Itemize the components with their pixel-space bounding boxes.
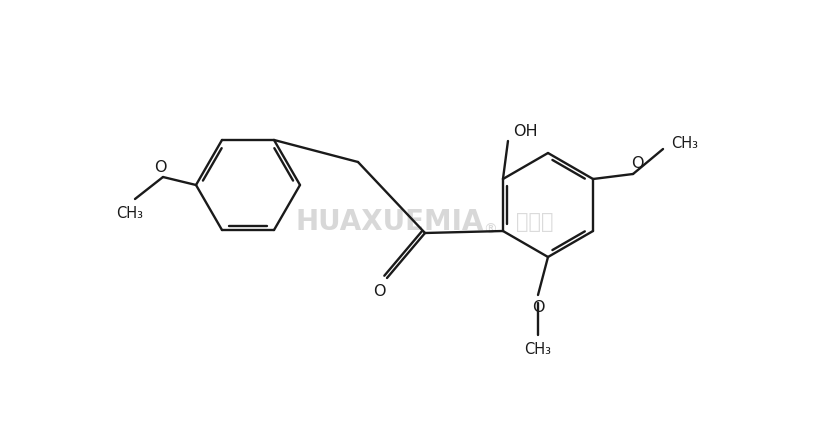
Text: O: O xyxy=(373,283,386,299)
Text: HUAXUEMIA: HUAXUEMIA xyxy=(296,208,484,236)
Text: CH₃: CH₃ xyxy=(671,136,698,152)
Text: OH: OH xyxy=(513,124,538,138)
Text: CH₃: CH₃ xyxy=(117,205,144,221)
Text: O: O xyxy=(154,159,166,175)
Text: O: O xyxy=(631,156,643,172)
Text: CH₃: CH₃ xyxy=(524,342,552,357)
Text: ®: ® xyxy=(483,223,497,237)
Text: 化学加: 化学加 xyxy=(517,212,554,232)
Text: O: O xyxy=(532,299,544,314)
